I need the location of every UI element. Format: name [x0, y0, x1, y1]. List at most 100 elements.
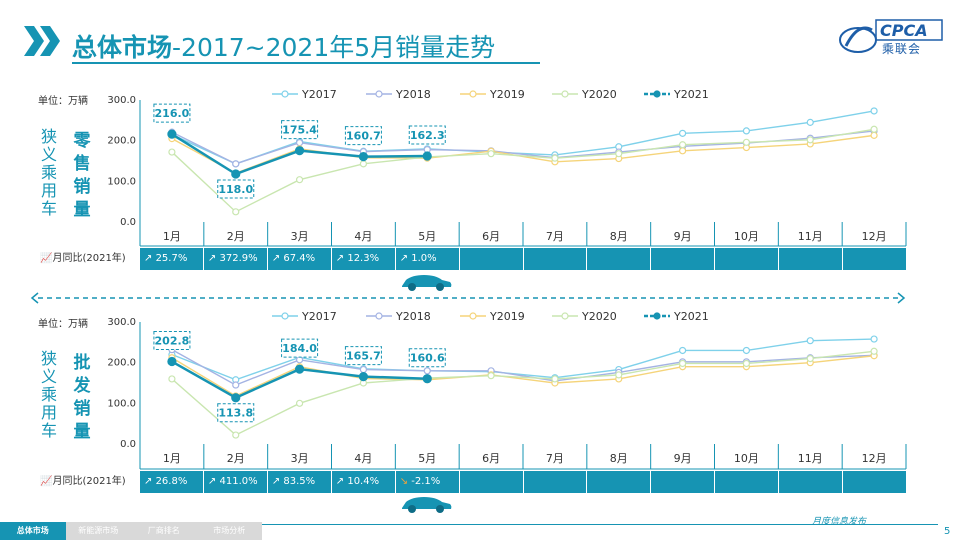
x-tick-label: 9月 [674, 230, 692, 243]
x-tick-label: 10月 [734, 230, 759, 243]
data-point [423, 367, 431, 375]
legend-marker [653, 312, 661, 320]
data-label-box [217, 403, 255, 423]
y-tick-label: 100.0 [107, 176, 136, 187]
footer-tab-overall[interactable]: 总体市场 [0, 522, 66, 540]
x-tick-label: 12月 [862, 230, 887, 243]
trend-down-icon: ↘ [399, 476, 412, 487]
data-point [232, 160, 240, 168]
yoy-cell [587, 471, 652, 493]
legend-label: Y2018 [395, 88, 431, 101]
data-point [358, 152, 369, 162]
yoy-value: 10.4% [347, 476, 380, 487]
series-line [171, 350, 875, 436]
legend-label: Y2021 [673, 88, 709, 101]
y-tick-label: 300.0 [107, 95, 136, 106]
x-tick-label: 11月 [798, 452, 823, 465]
yoy-label: 📈月同比(2021年) [40, 476, 126, 487]
x-tick-label: 6月 [482, 230, 500, 243]
data-point [551, 375, 559, 383]
legend-label: Y2017 [301, 88, 337, 101]
x-tick-label: 8月 [610, 230, 628, 243]
data-point [295, 356, 304, 364]
yoy-cell: ↗ 1.0% [395, 248, 460, 270]
yoy-cell [587, 248, 652, 270]
data-label-box [408, 125, 446, 145]
x-tick-label: 8月 [610, 452, 628, 465]
data-point [359, 160, 368, 168]
data-point [870, 347, 878, 355]
car-icon [402, 497, 452, 513]
data-point [806, 337, 814, 345]
yoy-cell: ↗ 26.8% [140, 471, 204, 493]
data-point [295, 176, 304, 184]
data-point [870, 125, 878, 133]
data-label: 160.6 [410, 352, 445, 365]
data-label-box [217, 179, 255, 199]
x-tick-label: 9月 [674, 452, 692, 465]
data-point [678, 129, 687, 137]
side-label: 狭义乘用车 [40, 349, 57, 440]
data-point [678, 346, 687, 355]
data-label: 165.7 [346, 350, 381, 363]
yoy-value: 25.7% [155, 253, 188, 264]
series-line [171, 338, 875, 381]
footer: 总体市场 新能源市场 厂商排名 市场分析 月度信息发布 5 [0, 517, 960, 540]
data-label: 202.8 [155, 335, 190, 348]
yoy-row: ↗ 26.8% ↗ 411.0% ↗ 83.5% ↗ 10.4% ↘ -2.1% [140, 471, 907, 493]
yoy-cell [459, 471, 524, 493]
footer-tab-ranking[interactable]: 厂商排名 [147, 526, 180, 535]
data-point [422, 374, 432, 384]
data-label: 216.0 [155, 107, 190, 120]
footer-tab-nev[interactable]: 新能源市场 [78, 526, 119, 535]
data-label: 162.3 [410, 129, 445, 142]
x-tick-label: 6月 [482, 452, 500, 465]
trend-up-icon: ↗ [271, 476, 284, 487]
x-tick-label: 12月 [862, 452, 887, 465]
data-label-box [281, 120, 319, 140]
footer-line [262, 524, 938, 525]
yoy-cell: ↘ -2.1% [395, 471, 460, 493]
page-title: 总体市场-2017~2021年5月销量走势 [72, 33, 496, 62]
yoy-label: 📈月同比(2021年) [40, 253, 126, 264]
data-point [487, 372, 495, 380]
trend-chart-icon: 📈 [40, 253, 53, 264]
yoy-cell [523, 471, 588, 493]
legend-label: Y2020 [581, 88, 617, 101]
x-tick-label: 1月 [163, 452, 181, 465]
footer-nav: 总体市场 新能源市场 厂商排名 市场分析 [0, 522, 262, 540]
y-tick-label: 300.0 [107, 317, 136, 328]
x-tick-label: 3月 [291, 452, 309, 465]
unit-label: 单位：万辆 [38, 96, 88, 107]
data-point [294, 364, 305, 374]
yoy-cell [779, 471, 844, 493]
data-point [168, 148, 176, 156]
footer-tab-analysis[interactable]: 市场分析 [213, 526, 246, 535]
yoy-cell [523, 248, 588, 270]
legend-label: Y2018 [395, 310, 431, 323]
legend-marker [469, 90, 477, 98]
x-tick-label: 4月 [354, 230, 372, 243]
yoy-cell [843, 248, 907, 270]
yoy-cell: ↗ 372.9% [203, 248, 268, 270]
data-point [678, 141, 687, 149]
x-tick-label: 5月 [418, 452, 436, 465]
yoy-cell [651, 471, 716, 493]
series-line [171, 128, 875, 213]
data-point [167, 356, 177, 367]
trend-up-icon: ↗ [335, 476, 348, 487]
data-point [487, 150, 495, 158]
data-point [232, 208, 240, 216]
legend-label: Y2019 [489, 310, 525, 323]
legend-marker [281, 90, 289, 98]
data-point [295, 139, 304, 147]
trend-up-icon: ↗ [207, 253, 220, 264]
data-point [295, 399, 304, 407]
side-label: 狭义乘用车 [40, 127, 57, 218]
y-tick-label: 100.0 [107, 398, 136, 409]
data-point [742, 346, 751, 355]
y-tick-label: 0.0 [120, 439, 136, 450]
legend-marker [375, 312, 383, 320]
section-divider [30, 292, 906, 304]
